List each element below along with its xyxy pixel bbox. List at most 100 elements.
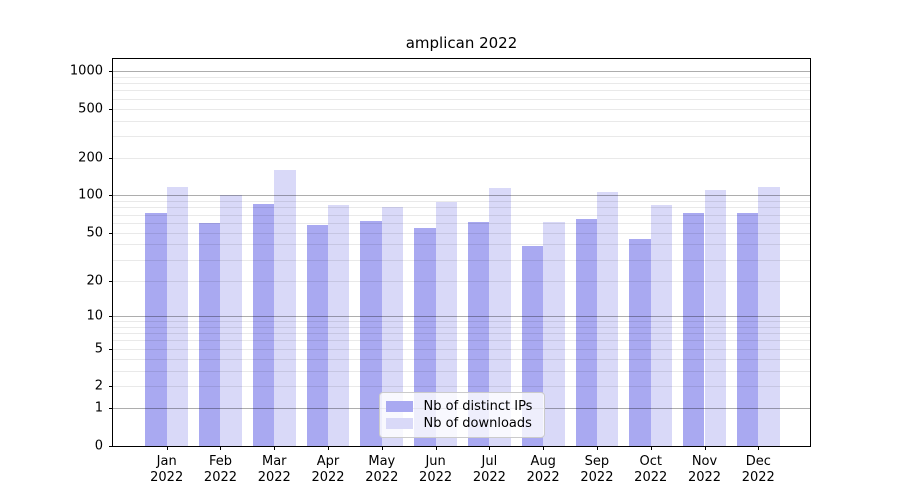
x-tick-label-jun: Jun 2022 [419,454,452,485]
minor-gridline-40 [113,244,810,246]
x-tick-label-nov: Nov 2022 [688,454,721,485]
legend: Nb of distinct IPs Nb of downloads [378,392,545,438]
x-tick-label-jan: Jan 2022 [150,454,183,485]
legend-entry-downloads: Nb of downloads [385,415,536,432]
bar-downloads-jun [435,201,457,446]
x-tick-sep [596,446,598,450]
bar-downloads-sep [596,191,619,446]
y-tick-50 [109,232,113,234]
bars-layer [113,59,810,446]
y-tick-label-20: 20 [86,273,103,289]
minor-gridline-700 [113,90,810,92]
minor-gridline-600 [113,98,810,100]
y-tick-500 [109,108,113,110]
x-tick-month: Oct [639,454,662,469]
y-tick-10 [109,315,113,317]
x-tick-label-aug: Aug 2022 [527,454,560,485]
x-tick-year: 2022 [634,469,668,485]
x-tick-year: 2022 [419,469,453,485]
minor-gridline-500 [113,108,810,110]
minor-gridline-8 [113,326,810,328]
minor-gridline-900 [113,76,810,78]
minor-gridline-80 [113,207,810,209]
x-tick-label-apr: Apr 2022 [311,454,344,485]
x-tick-month: May [368,454,396,469]
y-tick-label-200: 200 [78,150,103,166]
bar-distinct-ips-feb [199,222,221,446]
x-tick-year: 2022 [365,469,399,485]
x-tick-year: 2022 [741,469,775,485]
x-tick-feb [220,446,222,450]
x-axis: Jan 2022 Feb 2022 Mar 2022 Apr 2022 May 2022 Jun 20… [113,446,810,500]
x-tick-label-feb: Feb 2022 [204,454,237,485]
minor-gridline-6 [113,340,810,342]
y-axis: 0 1 2 5 10 20 50 100 200 500 1000 [0,59,113,454]
y-tick-200 [109,158,113,160]
bar-distinct-ips-sep [575,218,597,446]
bar-distinct-ips-jul [467,221,490,446]
y-tick-0 [109,446,113,447]
minor-gridline-50 [113,232,810,234]
minor-gridline-3 [113,370,810,372]
y-tick-100 [109,195,113,197]
minor-gridline-300 [113,136,810,138]
minor-gridline-4 [113,358,810,360]
x-tick-year: 2022 [257,469,291,485]
x-tick-may [381,446,383,450]
bar-downloads-feb [220,194,242,446]
y-tick-label-50: 50 [86,225,103,241]
x-tick-month: Jan [156,454,177,469]
bar-distinct-ips-jun [414,228,436,446]
x-tick-year: 2022 [203,469,238,485]
x-tick-month: Mar [261,454,287,469]
y-tick-label-100: 100 [78,187,103,203]
minor-gridline-5 [113,348,810,350]
minor-gridline-2 [113,386,810,388]
x-tick-nov [704,446,706,450]
minor-gridline-9 [113,321,810,322]
bar-downloads-aug [543,221,565,446]
bar-downloads-apr [328,205,350,446]
bar-distinct-ips-mar [252,203,275,446]
x-tick-month: Dec [745,454,771,469]
chart-title: amplican 2022 [405,34,518,52]
legend-label: Nb of downloads [423,416,532,431]
bar-distinct-ips-dec [736,213,759,446]
x-tick-label-mar: Mar 2022 [258,454,291,485]
bar-distinct-ips-nov [683,213,705,446]
x-tick-jun [435,446,437,450]
y-tick-5 [109,348,113,350]
x-tick-mar [274,446,276,450]
y-tick-label-2: 2 [94,378,103,394]
x-tick-month: Jun [425,454,446,469]
x-tick-oct [650,446,652,450]
bar-distinct-ips-may [360,221,382,446]
bar-distinct-ips-oct [629,239,651,446]
bar-downloads-dec [758,187,780,446]
x-tick-label-oct: Oct 2022 [634,454,667,485]
x-tick-month: Apr [316,454,340,469]
minor-gridline-30 [113,259,810,261]
x-tick-label-sep: Sep 2022 [580,454,613,485]
major-gridline-10 [113,315,810,317]
x-tick-apr [328,446,330,450]
x-tick-label-may: May 2022 [365,454,398,485]
x-tick-jan [166,446,168,450]
minor-gridline-90 [113,201,810,203]
legend-entry-distinct-ips: Nb of distinct IPs [385,398,536,415]
x-tick-year: 2022 [526,469,560,485]
x-tick-year: 2022 [580,469,614,485]
plot-area: Nb of distinct IPs Nb of downloads [112,58,811,447]
x-tick-year: 2022 [311,469,345,485]
minor-gridline-20 [113,280,810,282]
y-tick-2 [109,386,113,388]
minor-gridline-70 [113,214,810,216]
x-tick-dec [758,446,760,450]
y-tick-1 [109,408,113,410]
major-gridline-1000 [113,70,810,72]
x-tick-month: Nov [691,454,718,469]
bar-downloads-oct [650,205,673,446]
y-tick-label-1: 1 [94,400,103,416]
y-tick-20 [109,280,113,282]
grid-layer [113,59,810,446]
